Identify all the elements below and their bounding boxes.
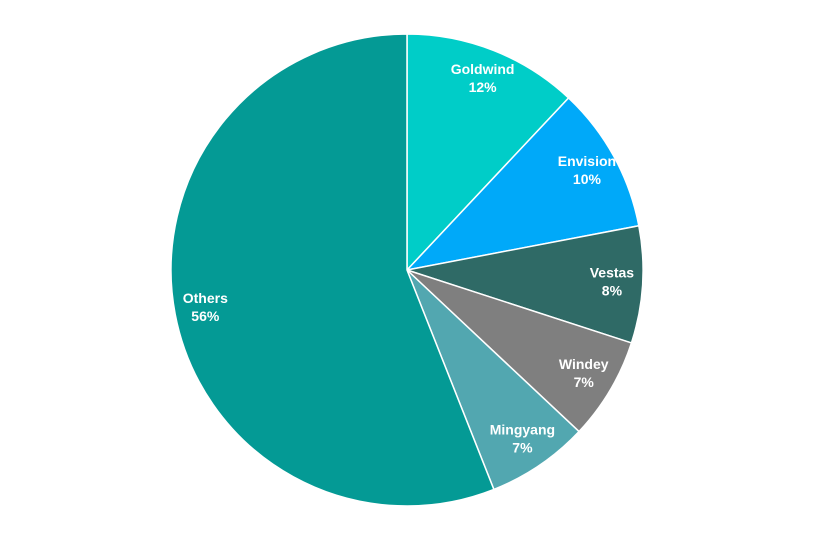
slice-value-label: 7% (574, 374, 595, 390)
pie-slice (170, 33, 495, 507)
slice-label: Mingyang (490, 422, 555, 438)
slice-value-label: 10% (573, 171, 602, 187)
pie-slice (406, 224, 644, 344)
pie-slice (406, 269, 633, 433)
slice-label: Goldwind (451, 61, 515, 77)
slice-value-label: 56% (191, 308, 220, 324)
pie-slice (404, 96, 640, 272)
pie-slice (406, 269, 581, 491)
slice-label: Vestas (590, 265, 635, 281)
slice-label: Envision (558, 153, 616, 169)
slice-value-label: 7% (512, 440, 533, 456)
slice-label: Windey (559, 356, 609, 372)
slice-value-label: 12% (469, 79, 498, 95)
slice-label: Others (183, 290, 228, 306)
pie-slice (406, 33, 570, 272)
slice-value-label: 8% (602, 283, 623, 299)
